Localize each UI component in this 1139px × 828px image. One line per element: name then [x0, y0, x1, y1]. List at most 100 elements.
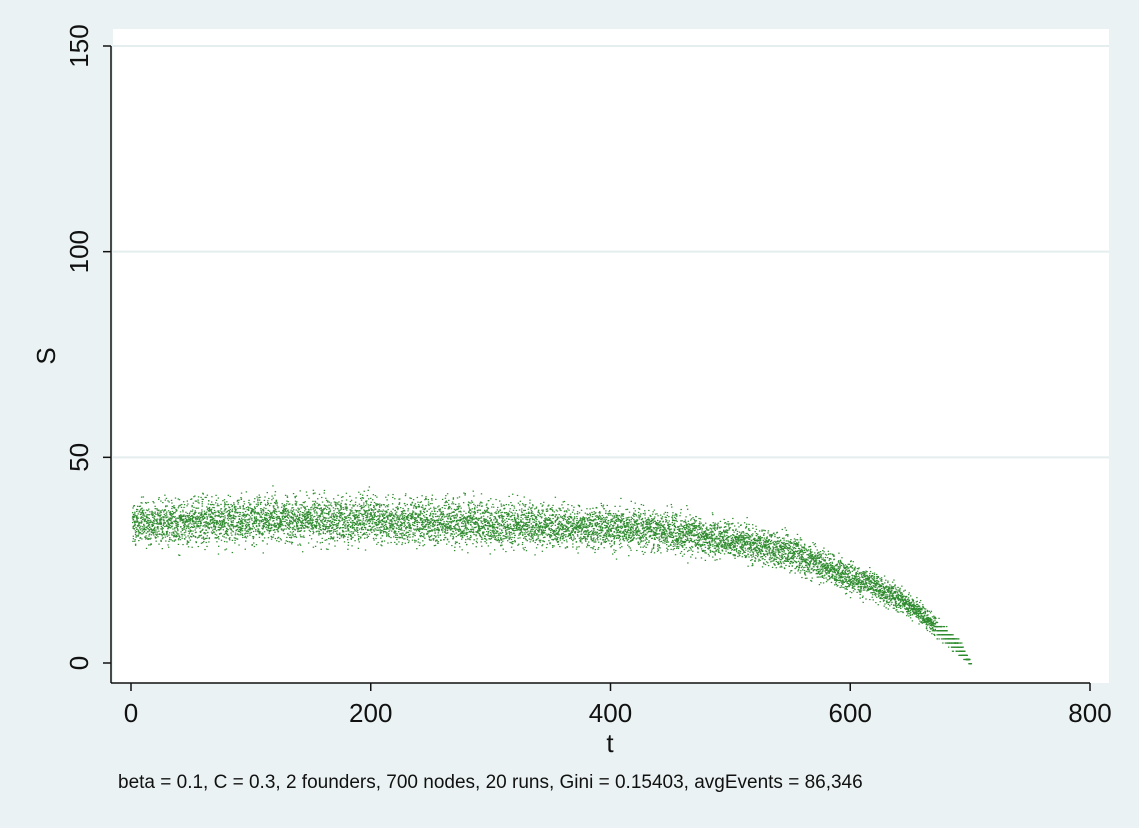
data-point — [314, 501, 317, 503]
data-point — [476, 506, 478, 508]
data-point — [383, 530, 385, 533]
data-point — [168, 534, 170, 536]
data-point — [303, 513, 306, 515]
data-point — [478, 533, 480, 535]
data-point — [291, 507, 293, 509]
data-point — [257, 502, 259, 504]
data-point — [345, 504, 348, 506]
data-point — [363, 506, 365, 508]
data-point — [504, 512, 506, 514]
data-point — [414, 529, 416, 531]
data-point — [221, 512, 223, 514]
data-point — [539, 525, 541, 528]
data-point — [272, 520, 274, 522]
data-point — [175, 526, 178, 528]
data-point — [316, 520, 319, 522]
data-point — [134, 520, 136, 522]
data-point — [366, 516, 369, 518]
data-point — [231, 508, 234, 510]
data-point — [454, 525, 456, 527]
data-point — [317, 516, 319, 518]
data-point — [354, 503, 357, 506]
data-point — [396, 507, 399, 510]
data-point — [362, 517, 365, 520]
data-point — [445, 501, 447, 503]
data-point — [551, 521, 554, 523]
data-point — [181, 529, 184, 532]
data-point — [280, 512, 283, 515]
data-point — [189, 512, 191, 514]
data-point — [217, 522, 220, 524]
data-point — [312, 519, 315, 521]
data-point — [290, 511, 292, 513]
data-point — [361, 529, 363, 531]
data-point — [441, 523, 443, 525]
data-point — [200, 513, 202, 516]
data-point — [495, 512, 498, 515]
data-point — [449, 517, 451, 519]
data-point — [300, 524, 303, 526]
data-point — [240, 526, 242, 528]
data-point — [223, 499, 226, 501]
data-point — [455, 528, 458, 530]
data-point — [239, 528, 241, 531]
data-point — [529, 518, 531, 520]
data-point — [361, 513, 363, 515]
data-point — [161, 535, 164, 537]
data-point — [349, 495, 351, 497]
data-point — [283, 528, 285, 530]
data-point — [427, 503, 430, 505]
data-point — [175, 508, 177, 511]
data-point — [291, 516, 293, 519]
data-point — [133, 515, 135, 517]
data-point — [406, 537, 409, 539]
data-point — [489, 514, 492, 516]
data-point — [192, 534, 195, 537]
data-point — [441, 515, 443, 518]
data-point — [292, 518, 294, 520]
data-point — [139, 522, 142, 524]
data-point — [328, 543, 330, 545]
data-point — [374, 528, 376, 530]
data-point — [467, 501, 470, 503]
data-point — [441, 498, 444, 501]
data-point — [269, 524, 271, 526]
data-point — [242, 525, 244, 527]
data-point — [418, 529, 420, 532]
data-point — [378, 515, 380, 517]
data-point — [195, 518, 197, 521]
data-point — [515, 527, 518, 529]
data-point — [373, 505, 375, 507]
data-point — [458, 496, 461, 498]
data-point — [442, 514, 444, 516]
data-point — [247, 532, 249, 535]
data-point — [326, 522, 328, 524]
data-point — [223, 540, 226, 543]
data-point — [178, 499, 181, 501]
data-point — [237, 527, 239, 529]
data-point — [134, 524, 136, 526]
data-point — [501, 532, 504, 534]
data-point — [483, 526, 485, 529]
data-point — [523, 549, 525, 551]
data-point — [549, 507, 552, 510]
data-point — [303, 502, 305, 504]
data-point — [461, 515, 464, 517]
data-point — [476, 542, 478, 544]
data-point — [488, 525, 490, 527]
data-point — [404, 534, 406, 536]
data-point — [463, 534, 466, 537]
data-point — [220, 525, 223, 527]
data-point — [401, 513, 403, 515]
data-point — [427, 527, 429, 529]
data-point — [445, 524, 447, 526]
data-point — [272, 497, 274, 499]
data-point — [258, 525, 261, 527]
data-point — [231, 539, 234, 541]
data-point — [426, 520, 429, 522]
data-point — [393, 532, 395, 534]
data-point — [427, 532, 429, 534]
data-point — [190, 498, 192, 501]
data-point — [295, 516, 298, 518]
data-point — [151, 529, 153, 531]
